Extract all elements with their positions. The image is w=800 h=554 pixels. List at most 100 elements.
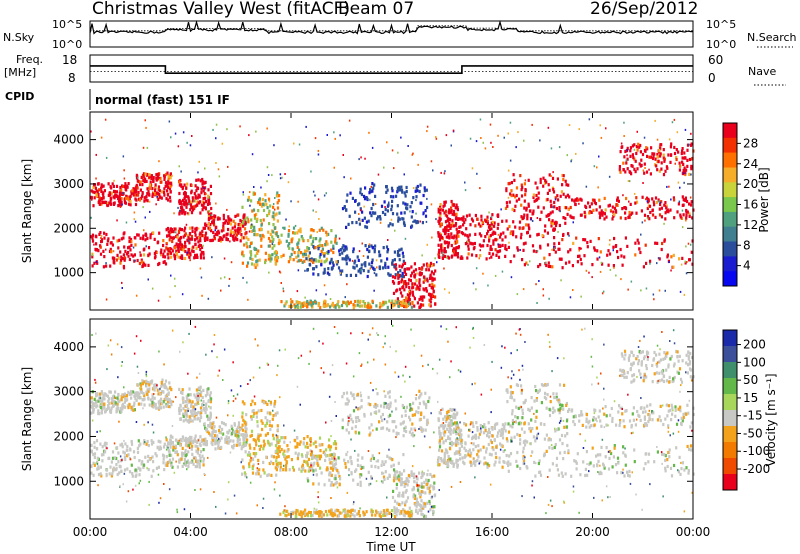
velocity-cell: [346, 514, 349, 518]
power-cell: [411, 286, 414, 290]
velocity-cell: [428, 499, 431, 504]
velocity-cell: [105, 407, 108, 411]
power-cell: [548, 188, 551, 192]
power-cell: [173, 257, 177, 261]
velocity-cell: [429, 508, 432, 512]
power-cell: [103, 255, 106, 259]
power-cell: [348, 119, 351, 122]
power-cell: [255, 130, 257, 133]
velocity-cell: [659, 419, 662, 423]
power-cell: [521, 185, 524, 190]
velocity-cell: [594, 417, 597, 421]
power-cell: [369, 211, 372, 215]
power-cell: [401, 263, 404, 267]
power-cell: [265, 202, 268, 206]
velocity-cell: [438, 441, 441, 445]
colorbar-swatch: [723, 226, 737, 242]
velocity-cell: [674, 414, 677, 418]
power-cell: [304, 303, 307, 307]
velocity-cell: [302, 466, 305, 470]
power-cell: [673, 198, 676, 202]
velocity-cell: [160, 397, 163, 401]
power-cell: [537, 196, 540, 200]
velocity-cell: [353, 509, 356, 513]
power-cell: [690, 142, 693, 146]
velocity-cell: [595, 454, 598, 458]
power-cell: [330, 303, 334, 307]
power-cell: [673, 118, 676, 121]
power-cell: [214, 232, 217, 236]
power-cell: [191, 229, 194, 233]
power-cell: [522, 242, 525, 246]
power-cell: [358, 158, 360, 161]
power-cell: [197, 240, 200, 244]
power-cell: [307, 258, 310, 262]
velocity-cell: [116, 402, 119, 406]
velocity-cell: [290, 510, 293, 515]
velocity-cell: [510, 393, 513, 397]
power-cell: [229, 233, 232, 237]
velocity-cell: [168, 381, 171, 385]
power-cell: [526, 214, 529, 218]
power-cell: [212, 230, 215, 235]
power-cell: [176, 245, 179, 249]
power-cell: [663, 159, 666, 163]
power-cell: [317, 303, 320, 308]
velocity-cell: [156, 446, 159, 450]
velocity-cell: [572, 415, 575, 419]
velocity-cell: [182, 412, 185, 416]
velocity-cell: [90, 443, 93, 447]
power-cell: [397, 188, 400, 192]
power-cell: [683, 293, 686, 296]
power-cell: [390, 204, 393, 208]
velocity-cell: [652, 357, 656, 361]
power-cell: [358, 267, 362, 272]
power-cell: [552, 187, 555, 192]
power-cell: [166, 252, 169, 256]
power-cell: [229, 222, 233, 226]
velocity-cell: [391, 420, 394, 424]
power-cell: [170, 274, 172, 277]
power-cell: [490, 223, 493, 227]
power-cell: [121, 281, 123, 284]
velocity-cell: [393, 506, 396, 510]
velocity-cell: [315, 473, 318, 477]
power-cell: [395, 194, 398, 198]
power-cell: [633, 148, 636, 151]
power-cell: [245, 241, 248, 245]
power-cell: [230, 218, 233, 222]
power-cell: [425, 289, 428, 293]
power-cell: [419, 183, 422, 187]
power-cell: [589, 239, 592, 243]
velocity-cell: [599, 419, 602, 423]
velocity-cell: [622, 451, 625, 455]
power-cell: [323, 299, 326, 303]
power-cell: [553, 205, 556, 209]
power-cell: [539, 217, 542, 222]
velocity-cell: [162, 405, 165, 409]
velocity-cell: [455, 425, 458, 429]
power-cell: [682, 162, 685, 166]
power-cell: [148, 200, 151, 203]
power-cell: [666, 255, 669, 259]
velocity-cell: [141, 460, 144, 464]
velocity-cell: [687, 471, 690, 475]
power-cell: [97, 200, 101, 204]
velocity-cell: [328, 438, 331, 442]
power-cell: [412, 220, 414, 223]
power-cell: [199, 211, 202, 215]
power-cell: [359, 191, 362, 195]
velocity-cell: [283, 440, 286, 444]
velocity-cell: [211, 442, 214, 447]
power-cell: [497, 233, 500, 236]
power-cell: [216, 233, 219, 237]
power-cell: [658, 169, 661, 173]
power-cell: [247, 298, 249, 301]
power-cell: [257, 249, 260, 253]
power-cell: [475, 254, 478, 258]
power-cell: [146, 187, 149, 191]
velocity-cell: [147, 396, 150, 400]
velocity-cell: [150, 442, 154, 446]
power-cell: [320, 226, 323, 230]
power-cell: [109, 193, 112, 197]
